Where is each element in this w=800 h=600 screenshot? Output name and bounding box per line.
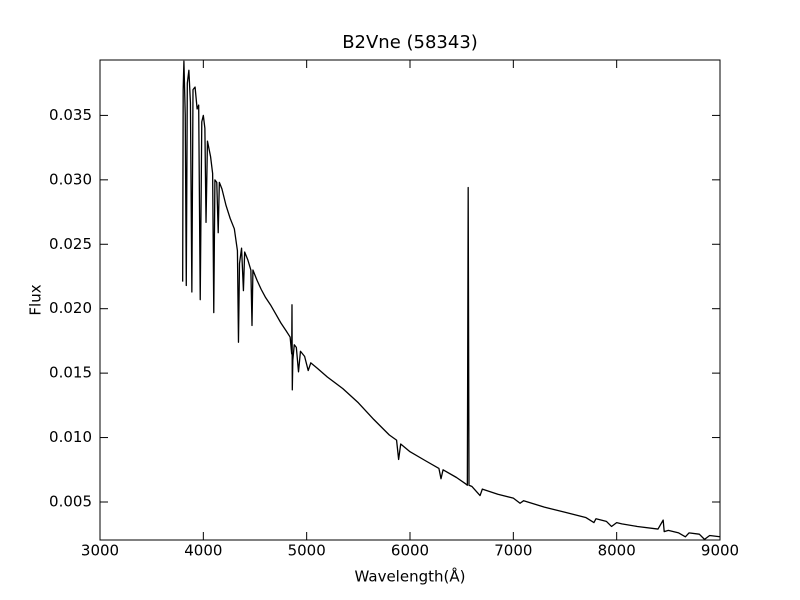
y-axis-label: Flux — [27, 284, 45, 315]
x-tick-label: 4000 — [184, 542, 222, 560]
y-tick-label: 0.030 — [49, 170, 92, 188]
spectrum-line — [182, 60, 720, 540]
x-tick-label: 9000 — [701, 542, 739, 560]
x-tick-label: 3000 — [81, 542, 119, 560]
x-tick-label: 5000 — [288, 542, 326, 560]
chart-title: B2Vne (58343) — [342, 32, 478, 53]
x-tick-label: 7000 — [494, 542, 532, 560]
y-tick-label: 0.015 — [49, 364, 92, 382]
x-tick-label: 6000 — [391, 542, 429, 560]
y-tick-label: 0.005 — [49, 492, 92, 510]
plot-area — [182, 60, 720, 540]
y-tick-label: 0.025 — [49, 235, 92, 253]
x-tick-label: 8000 — [598, 542, 636, 560]
y-tick-label: 0.020 — [49, 299, 92, 317]
y-tick-label: 0.035 — [49, 106, 92, 124]
y-tick-label: 0.010 — [49, 428, 92, 446]
x-axis-label: Wavelength(Å) — [355, 567, 466, 586]
